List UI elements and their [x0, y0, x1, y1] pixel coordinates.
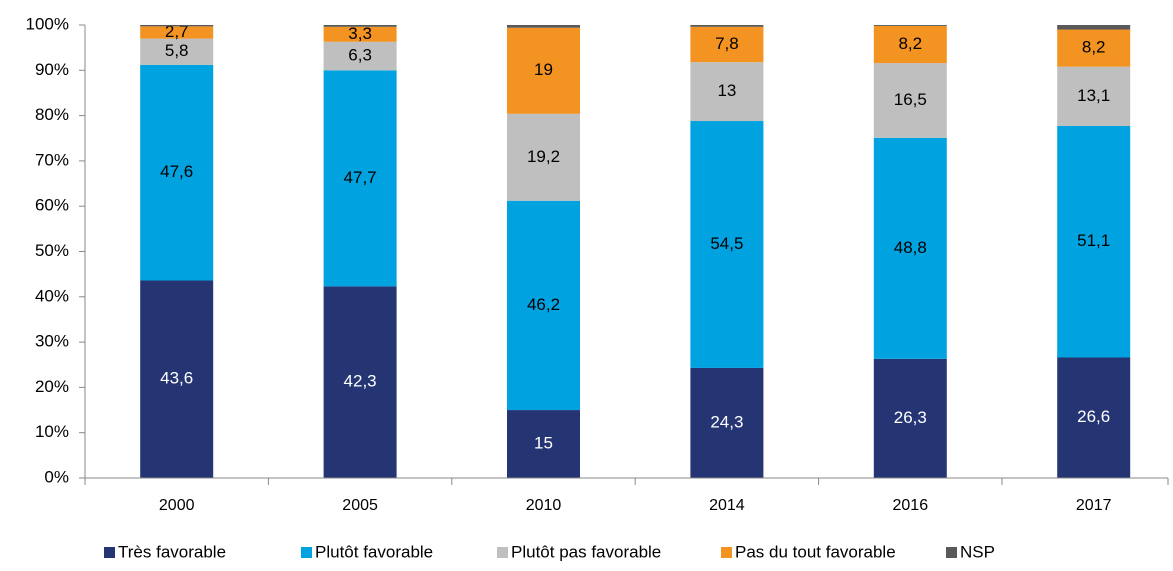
data-label: 26,6 — [1077, 407, 1110, 426]
y-tick-label: 80% — [35, 105, 69, 124]
bar-segment — [1057, 66, 1131, 127]
bar-segment — [873, 63, 947, 138]
data-label: 7,8 — [715, 34, 739, 53]
data-label: 43,6 — [160, 369, 193, 388]
data-label: 48,8 — [894, 238, 927, 257]
bar-segment — [140, 64, 214, 281]
legend-swatch — [301, 547, 312, 558]
legend-label: Plutôt pas favorable — [511, 542, 661, 561]
y-tick-label: 70% — [35, 150, 69, 169]
legend-label: NSP — [960, 542, 995, 561]
bar-segment — [323, 41, 397, 71]
bar-segment — [507, 410, 580, 478]
data-label: 13,1 — [1077, 86, 1110, 105]
data-label: 51,1 — [1077, 231, 1110, 250]
y-tick-label: 30% — [35, 332, 69, 351]
bar-segment — [690, 26, 764, 63]
y-tick-label: 90% — [35, 60, 69, 79]
x-tick-label: 2017 — [1076, 497, 1112, 514]
y-tick-label: 60% — [35, 196, 69, 215]
bar-segment — [140, 26, 214, 39]
y-tick-label: 40% — [35, 286, 69, 305]
data-label: 19 — [534, 60, 553, 79]
bar-segment — [140, 280, 214, 478]
bar-segment — [323, 25, 397, 27]
bar-segment — [873, 25, 947, 26]
x-tick-label: 2005 — [342, 497, 378, 514]
data-label: 26,3 — [894, 408, 927, 427]
data-label: 47,7 — [344, 168, 377, 187]
y-tick-label: 100% — [26, 14, 69, 33]
bar-segment — [507, 113, 580, 201]
bar-segment — [690, 25, 764, 27]
data-label: 15 — [534, 434, 553, 453]
bar-segment — [873, 137, 947, 359]
bar-segment — [140, 38, 214, 65]
y-tick-label: 10% — [35, 422, 69, 441]
bar-segment — [873, 25, 947, 64]
data-label: 6,3 — [348, 46, 372, 65]
data-label: 54,5 — [710, 234, 743, 253]
bar-segment — [323, 26, 397, 42]
bar-segment — [690, 121, 764, 368]
data-label: 8,2 — [898, 34, 922, 53]
bar-segment — [690, 367, 764, 478]
data-label: 47,6 — [160, 162, 193, 181]
bar-segment — [1057, 357, 1131, 478]
bar-segment — [690, 62, 764, 122]
data-label: 13 — [717, 81, 736, 100]
legend-label: Plutôt favorable — [315, 542, 433, 561]
bar-segment — [1057, 29, 1131, 67]
legend-label: Pas du tout favorable — [735, 542, 896, 561]
x-tick-label: 2014 — [709, 497, 745, 514]
legend-swatch — [497, 547, 508, 558]
legend-swatch — [721, 547, 732, 558]
legend-swatch — [104, 547, 115, 558]
bar-segment — [323, 70, 397, 287]
data-label: 5,8 — [165, 41, 189, 60]
bar-segment — [1057, 126, 1131, 358]
data-label: 46,2 — [527, 295, 560, 314]
bar-segment — [507, 25, 580, 28]
bar-segment — [140, 25, 214, 27]
bar-segment — [323, 286, 397, 478]
x-tick-label: 2010 — [526, 497, 562, 514]
bar-segment — [507, 27, 580, 114]
data-label: 42,3 — [344, 372, 377, 391]
bar-segment — [1057, 25, 1131, 30]
x-tick-label: 2016 — [893, 497, 929, 514]
data-label: 8,2 — [1082, 38, 1106, 57]
y-tick-label: 20% — [35, 377, 69, 396]
data-label: 3,3 — [348, 24, 372, 43]
data-label: 24,3 — [710, 412, 743, 431]
bar-segment — [873, 358, 947, 478]
data-label: 19,2 — [527, 147, 560, 166]
x-tick-label: 2000 — [159, 497, 195, 514]
y-tick-label: 0% — [44, 467, 69, 486]
y-tick-label: 50% — [35, 241, 69, 260]
legend-label: Très favorable — [118, 542, 226, 561]
data-label: 2,7 — [165, 22, 189, 41]
legend-swatch — [946, 547, 957, 558]
data-label: 16,5 — [894, 90, 927, 109]
bar-segment — [507, 200, 580, 411]
